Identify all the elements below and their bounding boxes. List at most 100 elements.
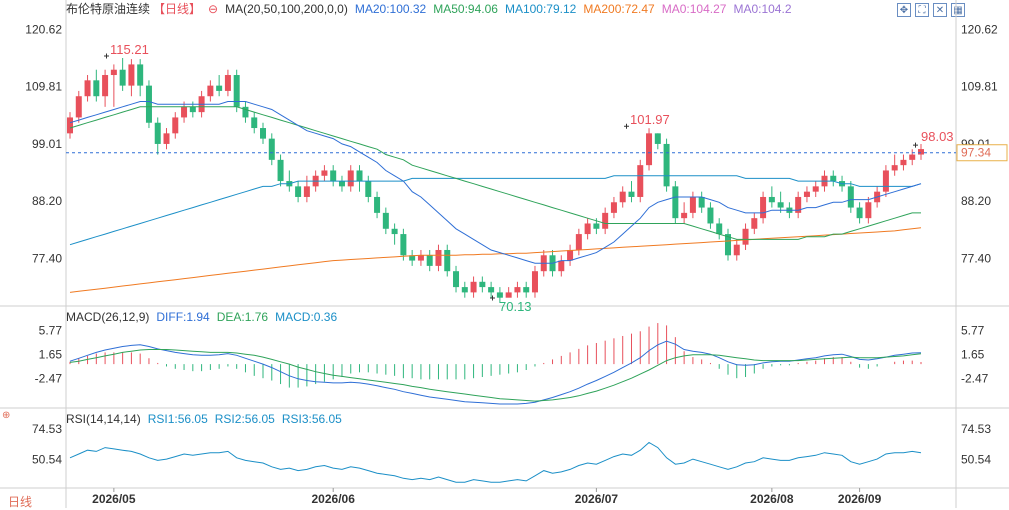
candle-body bbox=[417, 255, 424, 261]
macd-tick-left: 1.65 bbox=[39, 347, 63, 361]
candle-body bbox=[812, 186, 819, 192]
candle-body bbox=[67, 117, 73, 134]
candle-body bbox=[102, 75, 109, 97]
candle-body bbox=[847, 186, 854, 208]
candle-body bbox=[681, 212, 688, 219]
candle-body bbox=[321, 170, 328, 176]
candle-body bbox=[523, 287, 530, 293]
target-icon[interactable]: ⊕ bbox=[2, 410, 11, 421]
candle-body bbox=[724, 234, 731, 256]
candle-body bbox=[277, 159, 284, 182]
candle-body bbox=[154, 122, 161, 144]
candle-body bbox=[93, 80, 100, 97]
candle-body bbox=[742, 228, 749, 245]
candle-body bbox=[207, 85, 214, 97]
ma100-line bbox=[69, 175, 922, 246]
candle-body bbox=[830, 175, 837, 182]
candle-body bbox=[768, 196, 775, 203]
last-price-tag bbox=[956, 144, 1008, 162]
dea-value: DEA:1.76 bbox=[216, 310, 269, 324]
candle-body bbox=[795, 196, 802, 213]
ma100-value: MA100:79.12 bbox=[504, 2, 577, 16]
candle-body bbox=[356, 170, 363, 182]
price-tick-left: 99.01 bbox=[32, 137, 62, 151]
candle-body bbox=[733, 244, 740, 256]
candle-body bbox=[216, 85, 223, 91]
close-icon[interactable]: ✕ bbox=[933, 3, 947, 17]
rsi1-value: RSI1:56.05 bbox=[147, 412, 208, 426]
ma50-value: MA50:94.06 bbox=[433, 2, 498, 16]
candle-body bbox=[646, 133, 653, 166]
ma20-value: MA20:100.32 bbox=[354, 2, 427, 16]
candle-body bbox=[760, 196, 767, 219]
candle-body bbox=[672, 186, 679, 219]
candle-body bbox=[909, 154, 916, 160]
candle-body bbox=[268, 138, 275, 160]
macd-tick-right: 5.77 bbox=[961, 323, 985, 337]
candle-body bbox=[514, 287, 521, 293]
rsi-label: RSI(14,14,14) bbox=[66, 412, 141, 426]
high-marker-2 bbox=[624, 123, 629, 129]
candle-body bbox=[865, 202, 872, 219]
candle-body bbox=[145, 85, 152, 123]
candle-body bbox=[531, 271, 538, 293]
candle-body bbox=[330, 170, 337, 182]
candle-body bbox=[698, 196, 705, 208]
candle-body bbox=[382, 212, 389, 229]
macd-label: MACD(26,12,9) bbox=[66, 310, 150, 324]
candle-body bbox=[75, 96, 82, 118]
settings-icon[interactable]: ⊖ bbox=[208, 2, 219, 16]
price-tick-left: 120.62 bbox=[25, 22, 62, 36]
candle-body bbox=[567, 249, 574, 261]
diff-line bbox=[69, 340, 922, 405]
ma-legend: 布伦特原油连续 【日线】 ⊖ MA(20,50,100,200,0,0) MA20:10… bbox=[66, 1, 799, 17]
candle-body bbox=[505, 292, 512, 298]
candle-body bbox=[654, 133, 661, 144]
candle-body bbox=[365, 181, 372, 197]
ma-lines bbox=[69, 101, 922, 293]
period-button[interactable]: 日线 bbox=[8, 495, 33, 509]
instrument-name: 布伦特原油连续 bbox=[66, 2, 151, 16]
expand-icon[interactable]: ⛶ bbox=[915, 3, 929, 17]
candle-body bbox=[461, 287, 468, 293]
macd-legend: MACD(26,12,9) DIFF:1.94 DEA:1.76 MACD:0.36 bbox=[66, 309, 344, 325]
candle-body bbox=[303, 186, 310, 197]
grid-icon[interactable]: ▦ bbox=[951, 3, 965, 17]
candle-body bbox=[488, 287, 495, 293]
candle-body bbox=[558, 260, 565, 272]
candle-body bbox=[496, 292, 503, 298]
candle-body bbox=[453, 271, 460, 288]
period-tag[interactable]: 【日线】 bbox=[153, 2, 202, 16]
candle-body bbox=[689, 196, 696, 213]
price-tick-left: 109.81 bbox=[25, 80, 62, 94]
rsi2-value: RSI2:56.05 bbox=[214, 412, 275, 426]
candle-body bbox=[347, 170, 354, 187]
candle-body bbox=[751, 218, 758, 229]
ma50-line bbox=[69, 106, 921, 240]
last-marker bbox=[913, 142, 918, 148]
candle-body bbox=[900, 159, 907, 166]
high-marker-1 bbox=[104, 53, 109, 59]
candle-body bbox=[479, 281, 486, 288]
candle-body bbox=[374, 196, 381, 213]
price-tick-right: 109.81 bbox=[961, 80, 998, 94]
candle-body bbox=[119, 69, 126, 86]
rsi3-value: RSI3:56.05 bbox=[281, 412, 342, 426]
low-label-1: 70.13 bbox=[499, 299, 532, 314]
price-tick-left: 77.40 bbox=[32, 251, 62, 265]
candle-body bbox=[242, 106, 249, 118]
candle-body bbox=[128, 64, 135, 86]
candle-body bbox=[338, 181, 345, 187]
rsi-tick-right: 50.54 bbox=[961, 453, 991, 467]
candle-body bbox=[602, 212, 609, 229]
macd-tick-right: -2.47 bbox=[961, 372, 989, 386]
candle-body bbox=[260, 128, 267, 139]
macd-tick-left: 5.77 bbox=[39, 323, 63, 337]
move-icon[interactable]: ✥ bbox=[897, 3, 911, 17]
dea-line bbox=[69, 349, 922, 402]
candle-body bbox=[391, 228, 398, 235]
candle-body bbox=[637, 165, 644, 197]
candle-body bbox=[409, 255, 416, 261]
